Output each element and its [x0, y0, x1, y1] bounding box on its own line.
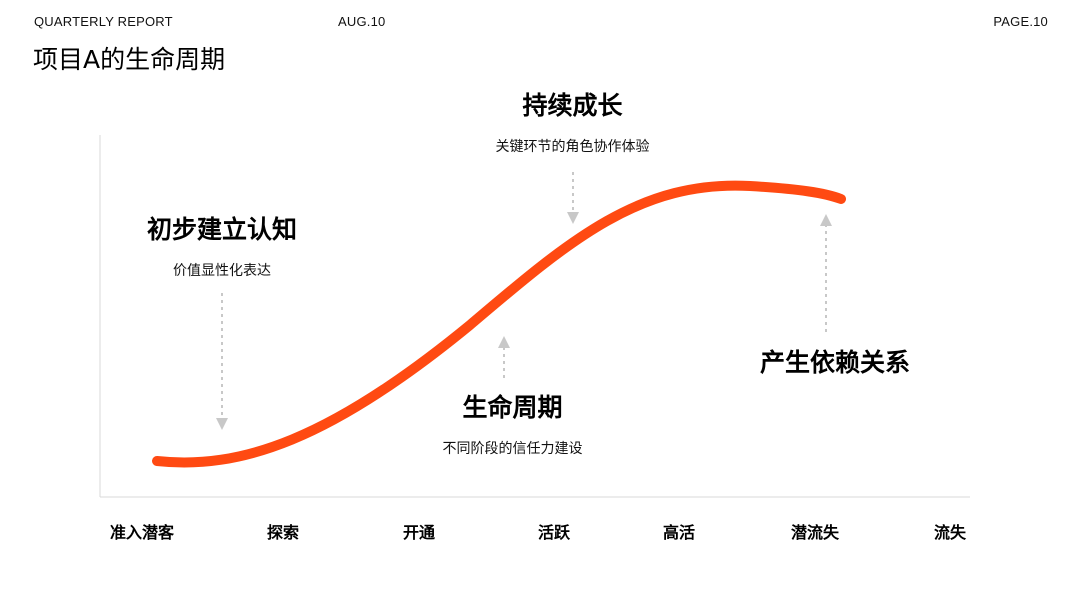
page-number: PAGE.10	[993, 14, 1048, 29]
stage-title: 初步建立认知	[146, 215, 297, 244]
stage-title: 产生依赖关系	[759, 348, 910, 377]
stage-description: 不同阶段的信任力建设	[442, 441, 583, 457]
axis-label: 高活	[662, 523, 696, 542]
axis-label: 准入潜客	[109, 523, 175, 542]
stage-title: 生命周期	[462, 393, 563, 422]
axis-label: 活跃	[537, 523, 571, 542]
axis-label: 流失	[933, 523, 967, 542]
axis-label: 潜流失	[790, 523, 840, 542]
axis-label: 探索	[266, 523, 300, 542]
page-title: 项目A的生命周期	[33, 45, 226, 74]
stage-initial-awareness: 初步建立认知 价值显性化表达	[112, 210, 332, 280]
stage-description: 价值显性化表达	[173, 263, 271, 279]
report-label: QUARTERLY REPORT	[34, 14, 173, 29]
stage-dependency: 产生依赖关系	[745, 343, 925, 379]
stage-continuous-growth: 持续成长 关键环节的角色协作体验	[455, 86, 690, 156]
stage-lifecycle: 生命周期 不同阶段的信任力建设	[400, 388, 625, 458]
date-label: AUG.10	[338, 14, 386, 29]
stage-title: 持续成长	[522, 91, 623, 120]
lifecycle-curve	[152, 180, 846, 468]
stage-description: 关键环节的角色协作体验	[495, 139, 650, 155]
axis-label: 开通	[402, 523, 436, 542]
